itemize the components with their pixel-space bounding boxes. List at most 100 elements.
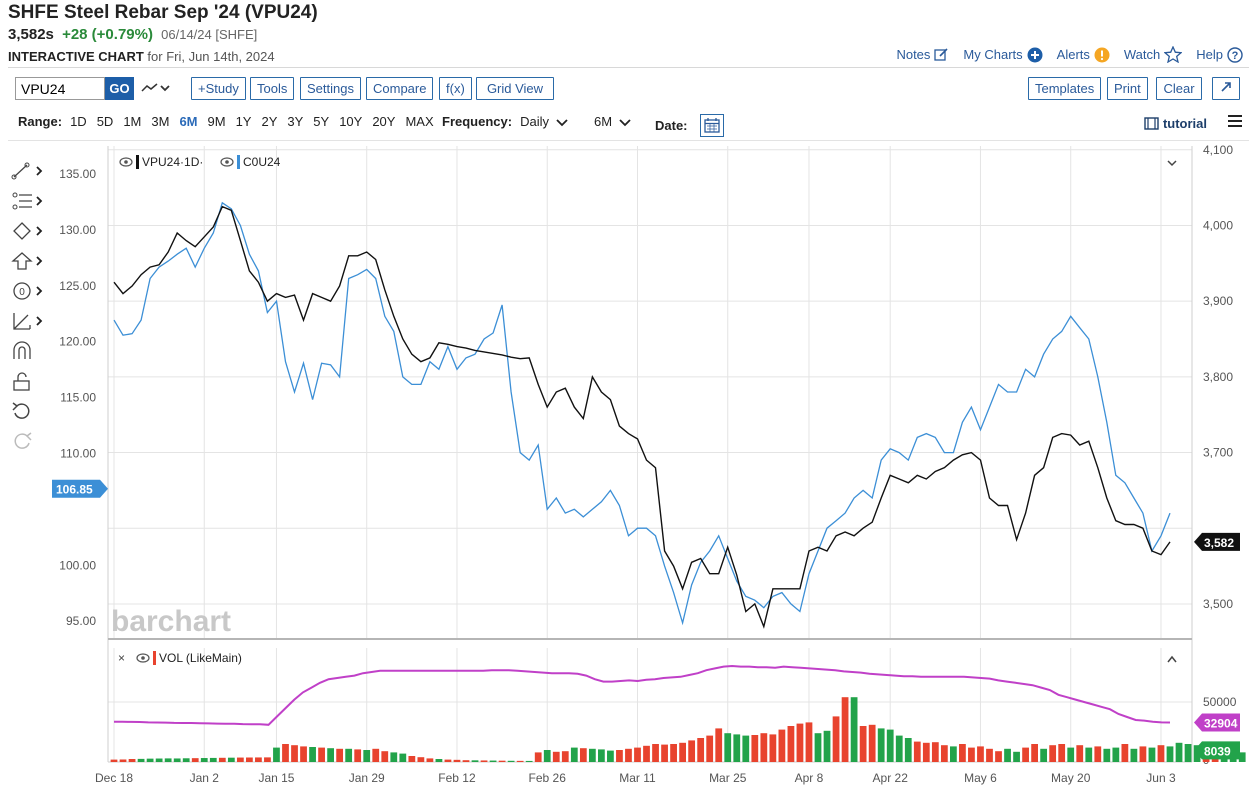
measure-tool[interactable] — [10, 309, 48, 333]
series-lines — [113, 201, 1171, 726]
toolbar-divider — [8, 140, 1249, 141]
range-label: Range: — [18, 114, 63, 129]
x-tick-label: Mar 25 — [709, 771, 747, 785]
fibonacci-tool[interactable] — [10, 189, 48, 213]
range-option-5y[interactable]: 5Y — [313, 114, 330, 129]
volume-bar — [462, 760, 470, 762]
watch-label: Watch — [1123, 47, 1161, 62]
eye-icon — [119, 157, 133, 167]
mycharts-link[interactable]: My Charts — [963, 46, 1043, 63]
volume-last-marker-text: 8039 — [1204, 744, 1231, 758]
gridview-button[interactable]: Grid View — [476, 77, 554, 100]
close-icon: × — [118, 651, 125, 665]
volume-bar — [146, 758, 154, 762]
volume-bar — [1121, 744, 1129, 762]
volume-bar — [318, 747, 325, 762]
fx-button[interactable]: f(x) — [439, 77, 472, 100]
volume-bar — [300, 746, 307, 762]
volume-bar — [995, 751, 1002, 762]
notes-link[interactable]: Notes — [896, 46, 949, 63]
volume-tick-label: 50000 — [1203, 695, 1237, 709]
last-price: 3,582s — [8, 26, 54, 43]
shape-icon — [13, 222, 43, 240]
aggregation-select[interactable]: 6M — [594, 114, 632, 129]
page-title: SHFE Steel Rebar Sep '24 (VPU24) — [8, 2, 318, 23]
expand-button[interactable] — [1212, 77, 1240, 100]
templates-button[interactable]: Templates — [1028, 77, 1102, 100]
compare-button[interactable]: Compare — [366, 77, 434, 100]
study-button[interactable]: +Study — [191, 77, 246, 100]
star-icon — [1164, 46, 1183, 63]
undo-tool[interactable] — [10, 399, 48, 423]
volume-bar — [264, 757, 271, 762]
volume-avg-marker: 32904 — [1194, 713, 1240, 732]
range-option-5d[interactable]: 5D — [96, 114, 114, 129]
range-option-6m[interactable]: 6M — [179, 114, 198, 129]
volume-bar — [191, 758, 199, 762]
menu-button[interactable] — [1227, 114, 1243, 133]
quote-line: 3,582s +28 (+0.79%) 06/14/24 [SHFE] — [8, 26, 257, 43]
arrow-tool[interactable] — [10, 249, 48, 273]
range-option-max[interactable]: MAX — [405, 114, 434, 129]
volume-average-line — [114, 664, 1171, 726]
settings-button[interactable]: Settings — [300, 77, 361, 100]
shapes-tool[interactable] — [10, 219, 48, 243]
range-option-3y[interactable]: 3Y — [287, 114, 304, 129]
symbol-input[interactable] — [15, 77, 105, 100]
frequency-select[interactable]: Frequency: Daily — [442, 114, 569, 129]
print-button[interactable]: Print — [1107, 77, 1148, 100]
chart-type-dropdown[interactable] — [140, 80, 174, 101]
x-tick-label: May 20 — [1051, 771, 1091, 785]
range-option-1d[interactable]: 1D — [70, 114, 87, 129]
chevron-down-icon — [619, 118, 631, 126]
tools-button[interactable]: Tools — [250, 77, 295, 100]
range-option-10y[interactable]: 10Y — [339, 114, 363, 129]
volume-bar — [525, 760, 533, 762]
volume-bar — [327, 748, 334, 762]
left-tick-label: 110.00 — [60, 447, 96, 461]
volume-bar — [489, 760, 497, 762]
redo-tool[interactable] — [10, 429, 48, 453]
volume-bar — [246, 757, 253, 762]
calendar-button[interactable] — [699, 114, 724, 137]
tutorial-link[interactable]: tutorial — [1144, 116, 1207, 131]
go-button[interactable]: GO — [105, 77, 134, 100]
watch-link[interactable]: Watch — [1123, 46, 1183, 63]
trendline-tool[interactable] — [10, 159, 48, 183]
arrow-up-icon — [11, 252, 43, 270]
volume-bar — [940, 745, 948, 762]
volume-bar — [273, 747, 280, 762]
volume-bar — [814, 733, 822, 762]
alerts-label: Alerts — [1056, 47, 1090, 62]
range-options: 1D 5D 1M 3M 6M 9M 1Y 2Y 3Y 5Y 10Y 20Y MAX — [70, 114, 444, 129]
range-option-9m[interactable]: 9M — [207, 114, 226, 129]
range-option-20y[interactable]: 20Y — [372, 114, 396, 129]
date-picker[interactable]: Date: — [655, 114, 724, 137]
x-tick-label: Dec 18 — [95, 771, 133, 785]
volume-bar — [155, 758, 163, 762]
volume-bar — [480, 760, 488, 762]
x-tick-label: Feb 12 — [438, 771, 476, 785]
range-option-2y[interactable]: 2Y — [261, 114, 278, 129]
range-option-3m[interactable]: 3M — [151, 114, 170, 129]
range-option-1y[interactable]: 1Y — [235, 114, 252, 129]
help-link[interactable]: Help ? — [1196, 46, 1243, 63]
volume-bar — [1022, 747, 1029, 762]
volume-bar — [363, 750, 371, 762]
volume-bar — [1175, 742, 1183, 762]
volume-bar — [652, 744, 659, 762]
volume-bar — [570, 747, 578, 762]
lock-tool[interactable] — [10, 369, 48, 393]
volume-bar — [1103, 748, 1111, 762]
volume-bar — [1238, 752, 1246, 762]
volume-bar — [679, 742, 686, 762]
volume-bar — [959, 744, 966, 762]
annotation-tool[interactable]: 0 — [10, 279, 48, 303]
volume-bar — [986, 748, 993, 762]
clear-button[interactable]: Clear — [1156, 77, 1202, 100]
range-option-1m[interactable]: 1M — [123, 114, 142, 129]
volume-bar — [345, 748, 353, 762]
alerts-link[interactable]: Alerts — [1057, 46, 1110, 63]
magnet-tool[interactable] — [10, 339, 48, 363]
